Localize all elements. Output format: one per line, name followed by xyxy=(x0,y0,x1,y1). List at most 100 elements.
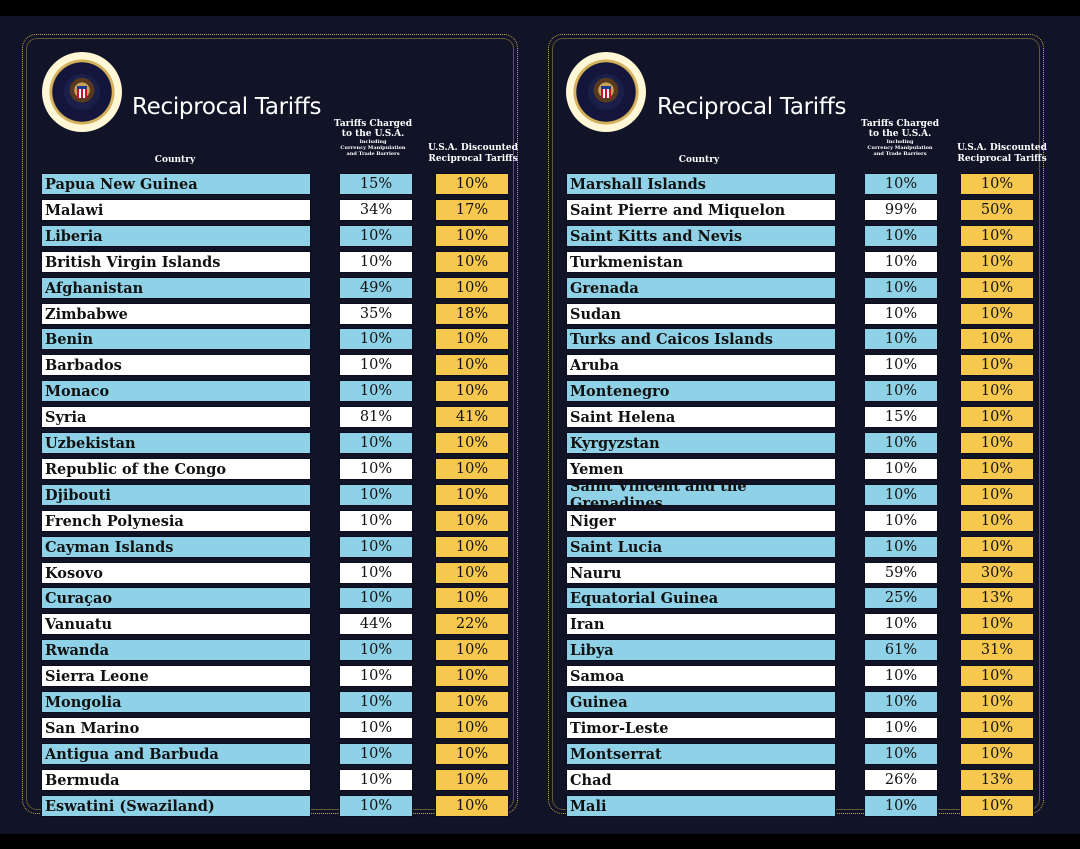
discounted-tariff-cell: 10% xyxy=(960,613,1034,635)
charged-tariff-cell: 99% xyxy=(864,199,938,221)
charged-tariff-cell: 10% xyxy=(339,639,413,661)
discounted-tariff-cell: 10% xyxy=(435,795,509,817)
country-cell: Mongolia xyxy=(41,691,311,713)
country-cell: Saint Kitts and Nevis xyxy=(566,225,836,247)
charged-tariff-cell: 59% xyxy=(864,562,938,584)
country-cell: Montenegro xyxy=(566,380,836,402)
charged-tariff-cell: 10% xyxy=(864,251,938,273)
discounted-tariff-cell: 30% xyxy=(960,562,1034,584)
left-board: Reciprocal Tariffs Country Tariffs Charg… xyxy=(0,16,540,834)
table-row: Marshall Islands 10% 10% xyxy=(566,173,1036,195)
charged-header-line1: Tariffs Charged xyxy=(860,119,939,129)
country-cell: Syria xyxy=(41,406,311,428)
charged-tariff-cell: 10% xyxy=(864,743,938,765)
right-header-discount: U.S.A. Discounted Reciprocal Tariffs xyxy=(952,143,1052,165)
table-row: Kosovo 10% 10% xyxy=(41,562,511,584)
left-header-discount: U.S.A. Discounted Reciprocal Tariffs xyxy=(423,143,523,165)
country-cell: Barbados xyxy=(41,354,311,376)
table-row: Aruba 10% 10% xyxy=(566,354,1036,376)
table-row: Turks and Caicos Islands 10% 10% xyxy=(566,328,1036,350)
charged-tariff-cell: 61% xyxy=(864,639,938,661)
country-cell: French Polynesia xyxy=(41,510,311,532)
table-row: Grenada 10% 10% xyxy=(566,277,1036,299)
discounted-tariff-cell: 17% xyxy=(435,199,509,221)
discounted-tariff-cell: 10% xyxy=(435,380,509,402)
country-cell: Malawi xyxy=(41,199,311,221)
charged-tariff-cell: 15% xyxy=(864,406,938,428)
table-row: Afghanistan 49% 10% xyxy=(41,277,511,299)
table-row: Vanuatu 44% 22% xyxy=(41,613,511,635)
charged-tariff-cell: 10% xyxy=(339,380,413,402)
country-cell: Afghanistan xyxy=(41,277,311,299)
discounted-tariff-cell: 10% xyxy=(960,795,1034,817)
country-cell: Saint Vincent and the Grenadines xyxy=(566,478,836,512)
charged-tariff-cell: 10% xyxy=(339,458,413,480)
charged-tariff-cell: 10% xyxy=(339,665,413,687)
table-row: Saint Lucia 10% 10% xyxy=(566,536,1036,558)
discounted-tariff-cell: 31% xyxy=(960,639,1034,661)
charged-tariff-cell: 10% xyxy=(864,328,938,350)
charged-tariff-cell: 10% xyxy=(864,458,938,480)
discount-header-line1: U.S.A. Discounted xyxy=(428,143,518,153)
charged-tariff-cell: 10% xyxy=(339,562,413,584)
discounted-tariff-cell: 10% xyxy=(960,665,1034,687)
table-row: Uzbekistan 10% 10% xyxy=(41,432,511,454)
country-cell: Chad xyxy=(566,769,836,791)
charged-tariff-cell: 10% xyxy=(864,795,938,817)
country-cell: Benin xyxy=(41,328,311,350)
table-row: Chad 26% 13% xyxy=(566,769,1036,791)
country-cell: Eswatini (Swaziland) xyxy=(41,795,311,817)
discounted-tariff-cell: 10% xyxy=(435,173,509,195)
right-board: Reciprocal Tariffs Country Tariffs Charg… xyxy=(540,16,1080,834)
country-cell: Samoa xyxy=(566,665,836,687)
charged-tariff-cell: 10% xyxy=(339,225,413,247)
table-row: Monaco 10% 10% xyxy=(41,380,511,402)
country-cell: Equatorial Guinea xyxy=(566,587,836,609)
table-row: Timor-Leste 10% 10% xyxy=(566,717,1036,739)
discounted-tariff-cell: 18% xyxy=(435,303,509,325)
charged-tariff-cell: 10% xyxy=(339,743,413,765)
table-row: Samoa 10% 10% xyxy=(566,665,1036,687)
charged-tariff-cell: 10% xyxy=(339,510,413,532)
discounted-tariff-cell: 10% xyxy=(435,328,509,350)
charged-tariff-cell: 10% xyxy=(864,510,938,532)
discount-header-line2: Reciprocal Tariffs xyxy=(428,154,518,164)
country-cell: Vanuatu xyxy=(41,613,311,635)
country-cell: Saint Helena xyxy=(566,406,836,428)
charged-tariff-cell: 10% xyxy=(864,613,938,635)
discounted-tariff-cell: 10% xyxy=(960,303,1034,325)
charged-tariff-cell: 44% xyxy=(339,613,413,635)
charged-tariff-cell: 15% xyxy=(339,173,413,195)
country-cell: Grenada xyxy=(566,277,836,299)
table-row: Nauru 59% 30% xyxy=(566,562,1036,584)
table-row: Saint Helena 15% 10% xyxy=(566,406,1036,428)
table-row: Antigua and Barbuda 10% 10% xyxy=(41,743,511,765)
table-row: Republic of the Congo 10% 10% xyxy=(41,458,511,480)
bottom-bar xyxy=(0,834,1080,849)
discount-header-line2: Reciprocal Tariffs xyxy=(957,154,1047,164)
charged-tariff-cell: 49% xyxy=(339,277,413,299)
charged-tariff-cell: 10% xyxy=(339,484,413,506)
table-row: Liberia 10% 10% xyxy=(41,225,511,247)
charged-header-line5: and Trade Barriers xyxy=(873,151,927,157)
charged-tariff-cell: 10% xyxy=(864,717,938,739)
table-row: Yemen 10% 10% xyxy=(566,458,1036,480)
table-row: Papua New Guinea 15% 10% xyxy=(41,173,511,195)
discounted-tariff-cell: 10% xyxy=(960,173,1034,195)
discounted-tariff-cell: 10% xyxy=(960,380,1034,402)
country-cell: Montserrat xyxy=(566,743,836,765)
discounted-tariff-cell: 10% xyxy=(960,484,1034,506)
charged-tariff-cell: 10% xyxy=(864,303,938,325)
right-header-charged: Tariffs Charged to the U.S.A. Including … xyxy=(860,119,940,157)
presidential-seal-icon xyxy=(566,52,646,132)
country-cell: Djibouti xyxy=(41,484,311,506)
country-cell: Aruba xyxy=(566,354,836,376)
charged-tariff-cell: 10% xyxy=(864,277,938,299)
charged-header-line1: Tariffs Charged xyxy=(333,119,412,129)
country-cell: Zimbabwe xyxy=(41,303,311,325)
country-cell: Uzbekistan xyxy=(41,432,311,454)
country-cell: Turkmenistan xyxy=(566,251,836,273)
table-row: Cayman Islands 10% 10% xyxy=(41,536,511,558)
table-row: Djibouti 10% 10% xyxy=(41,484,511,506)
country-cell: Bermuda xyxy=(41,769,311,791)
